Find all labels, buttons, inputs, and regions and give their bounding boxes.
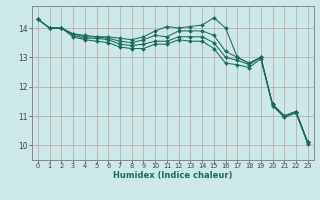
X-axis label: Humidex (Indice chaleur): Humidex (Indice chaleur) [113, 171, 233, 180]
